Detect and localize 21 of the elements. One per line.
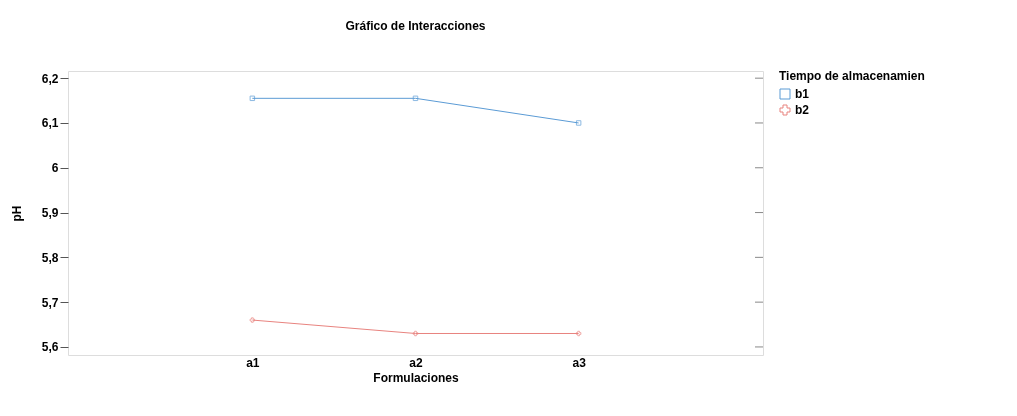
legend-label: b1	[795, 87, 810, 101]
y-tick-label: 6,1	[41, 116, 59, 131]
x-tick-label: a3	[572, 355, 587, 370]
y-tick-label: 5,7	[41, 295, 59, 310]
point	[575, 330, 582, 337]
x-axis-title: Formulaciones	[373, 370, 459, 385]
x-tick-label: a2	[409, 355, 423, 370]
point	[575, 120, 582, 126]
y-tick-label: 5,9	[41, 206, 59, 221]
y-axis-title: pH	[9, 205, 24, 222]
point	[249, 95, 256, 102]
point	[249, 317, 256, 323]
y-tick-label: 6	[51, 161, 59, 176]
point	[412, 95, 419, 102]
y-tick-label: 6,2	[41, 71, 59, 86]
chart-title: Gráfico de Interacciones	[345, 19, 486, 33]
legend-title: Tiempo de almacenamien	[779, 69, 925, 83]
y-tick-label: 5,6	[41, 340, 59, 355]
legend-label: b2	[795, 103, 810, 117]
x-tick-label: a1	[246, 355, 260, 370]
y-tick-label: 5,8	[41, 250, 59, 265]
